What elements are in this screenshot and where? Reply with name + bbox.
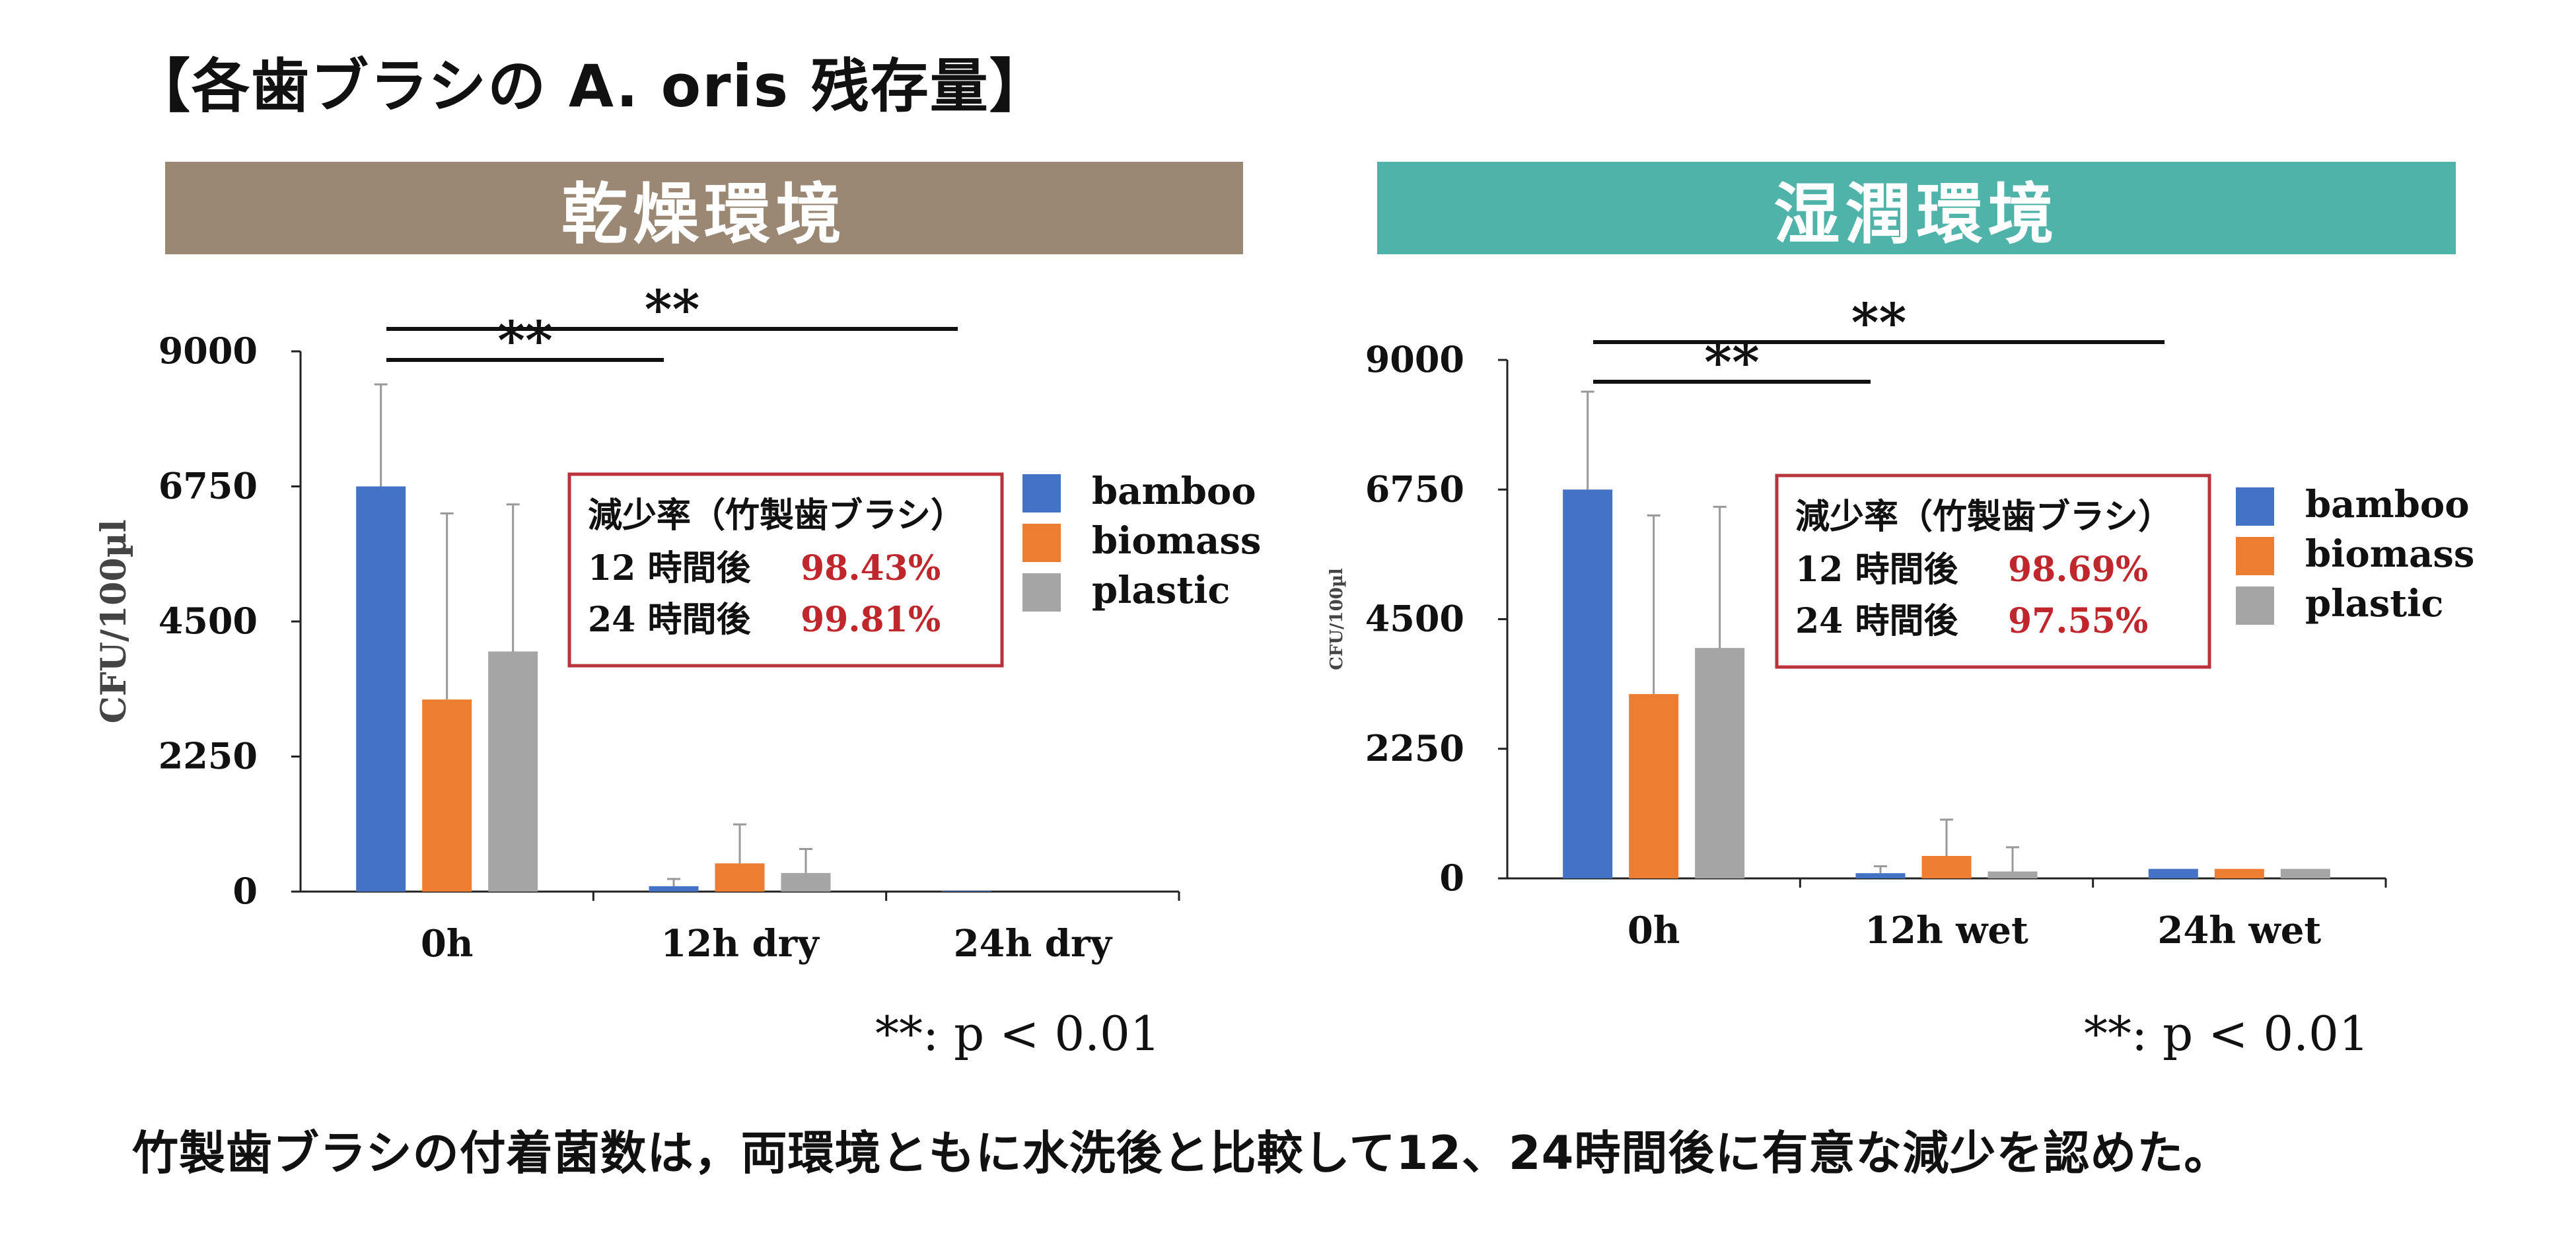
reduction-row-value: 97.55% <box>2008 601 2148 641</box>
reduction-row-value: 98.43% <box>801 548 941 588</box>
reduction-title: 減少率（竹製歯ブラシ） <box>1795 497 2172 537</box>
bar-plastic <box>2280 868 2330 878</box>
legend-label-bamboo: bamboo <box>2305 483 2470 526</box>
legend-swatch-plastic <box>1022 573 1061 612</box>
legend-label-biomass: biomass <box>2305 532 2474 576</box>
dry-environment-header: 乾燥環境 <box>165 162 1243 254</box>
reduction-title: 減少率（竹製歯ブラシ） <box>588 495 965 536</box>
significance-stars: ** <box>497 309 553 371</box>
bar-plastic <box>1987 871 2038 878</box>
bar-biomass <box>2214 868 2264 878</box>
chart-dry: 0 2250 4500 6750 9000 CFU/100µl 0h 12h dry 24h d… <box>94 278 1261 1061</box>
y-tick-label: 6750 <box>159 465 258 507</box>
legend-swatch-plastic <box>2236 586 2274 625</box>
y-tick-label: 9000 <box>159 330 258 372</box>
legend-swatch-biomass <box>1022 524 1061 562</box>
reduction-row-label: 12 時間後 <box>1795 549 1958 590</box>
bar-biomass <box>715 863 765 892</box>
y-tick-label: 6750 <box>1365 468 1464 510</box>
x-tick-label: 24h dry <box>954 922 1113 966</box>
reduction-box <box>567 472 1004 668</box>
bar-biomass <box>1629 693 1679 878</box>
bar-plastic <box>781 872 831 892</box>
reduction-box <box>1775 474 2211 669</box>
bar-plastic <box>1695 648 1745 878</box>
y-tick-label: 4500 <box>159 600 258 642</box>
bar-bamboo <box>2148 868 2198 878</box>
bar-biomass <box>1921 855 1972 878</box>
page-title: 【各歯ブラシの A. oris 残存量】 <box>132 52 1049 120</box>
y-tick-label: 0 <box>1439 857 1464 899</box>
reduction-row-value: 99.81% <box>801 600 941 640</box>
reduction-row-value: 98.69% <box>2008 549 2148 590</box>
y-tick-label: 2250 <box>159 735 258 777</box>
legend-swatch-biomass <box>2236 537 2274 575</box>
y-tick-label: 0 <box>233 870 258 912</box>
legend-label-plastic: plastic <box>2305 582 2443 625</box>
y-tick-label: 2250 <box>1365 727 1464 769</box>
y-axis-label: CFU/100µl <box>94 519 134 723</box>
bar-bamboo <box>649 886 699 892</box>
significance-stars: ** <box>645 278 700 340</box>
significance-note: **: p < 0.01 <box>875 1006 1161 1061</box>
y-tick-label: 9000 <box>1365 338 1464 380</box>
wet-environment-header: 湿潤環境 <box>1377 162 2456 254</box>
x-tick-label: 12h dry <box>661 922 820 966</box>
bar-bamboo <box>941 891 991 892</box>
bar-plastic <box>488 651 538 892</box>
x-tick-label: 24h wet <box>2157 909 2321 952</box>
legend-swatch-bamboo <box>1022 474 1061 512</box>
bar-bamboo <box>356 486 406 892</box>
reduction-row-label: 12 時間後 <box>588 548 751 588</box>
bar-bamboo <box>1855 873 1906 878</box>
significance-note: **: p < 0.01 <box>2084 1006 2369 1061</box>
reduction-row-label: 24 時間後 <box>588 600 751 640</box>
reduction-row-label: 24 時間後 <box>1795 601 1958 641</box>
y-tick-label: 4500 <box>1365 598 1464 640</box>
bar-bamboo <box>1563 489 1613 878</box>
legend-label-plastic: plastic <box>1092 569 1230 612</box>
significance-stars: ** <box>1851 291 1907 353</box>
y-axis-label: CFU/100µl <box>1327 568 1347 670</box>
x-tick-label: 12h wet <box>1865 909 2028 952</box>
chart-wet: 0 2250 4500 6750 9000 CFU/100µl 0h 12h wet 24h w… <box>1327 291 2474 1061</box>
legend-swatch-bamboo <box>2236 487 2274 526</box>
x-tick-label: 0h <box>421 922 474 966</box>
bar-biomass <box>422 699 472 892</box>
x-tick-label: 0h <box>1628 909 1680 952</box>
conclusion-text: 竹製歯ブラシの付着菌数は，両環境ともに水洗後と比較して12、24時間後に有意な減… <box>132 1126 2231 1180</box>
legend-label-bamboo: bamboo <box>1092 470 1256 513</box>
legend-label-biomass: biomass <box>1092 519 1261 563</box>
